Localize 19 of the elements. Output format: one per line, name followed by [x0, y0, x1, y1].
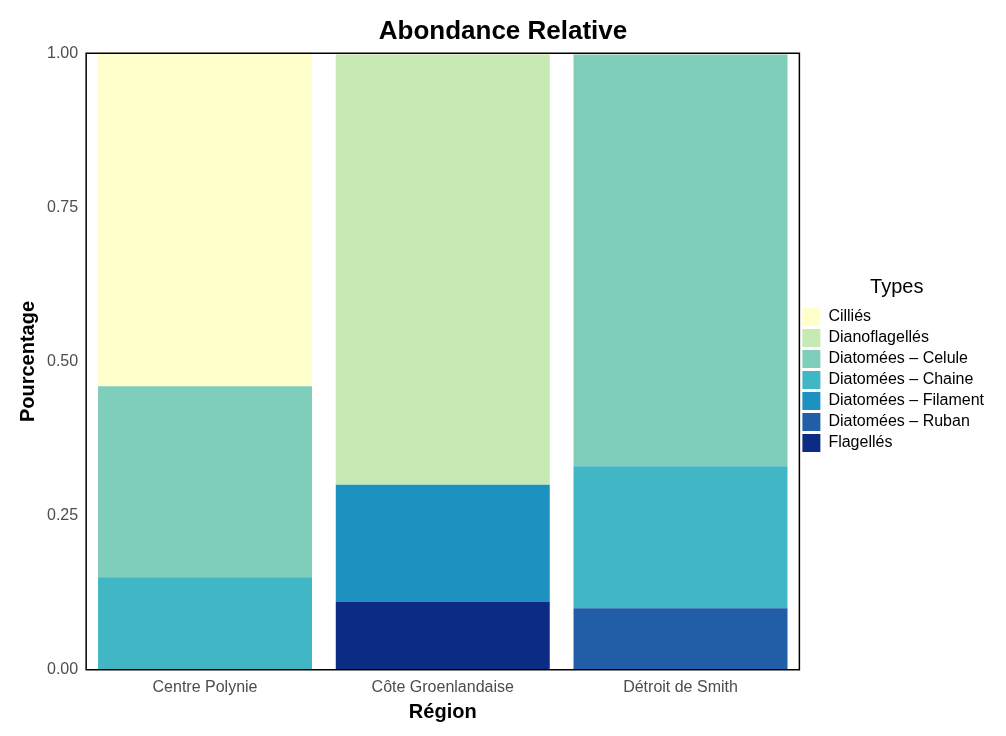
y-axis-title: Pourcentage [15, 300, 38, 423]
legend-label: Dianoflagellés [828, 328, 929, 346]
y-tick-label: 1.00 [47, 43, 79, 61]
legend-label: Cilliés [828, 307, 872, 325]
y-tick-label: 0.25 [47, 506, 79, 524]
legend-label: Diatomées – Ruban [828, 412, 970, 430]
legend-label: Diatomées – Chaine [828, 370, 974, 388]
legend-label: Flagellés [828, 433, 893, 451]
y-tick-label: 0.00 [47, 660, 79, 678]
legend-title: Types [870, 274, 924, 297]
chart-title: Abondance Relative [378, 14, 628, 45]
legend-label: Diatomées – Celule [828, 349, 969, 367]
x-axis-title: Région [408, 699, 477, 722]
y-tick-label: 0.75 [47, 197, 79, 215]
x-tick-label: Détroit de Smith [623, 677, 738, 695]
x-tick-label: Côte Groenlandaise [371, 677, 515, 695]
x-tick-label: Centre Polynie [152, 677, 258, 695]
legend-label: Diatomées – Filament [828, 391, 985, 409]
y-tick-label: 0.50 [47, 351, 79, 369]
